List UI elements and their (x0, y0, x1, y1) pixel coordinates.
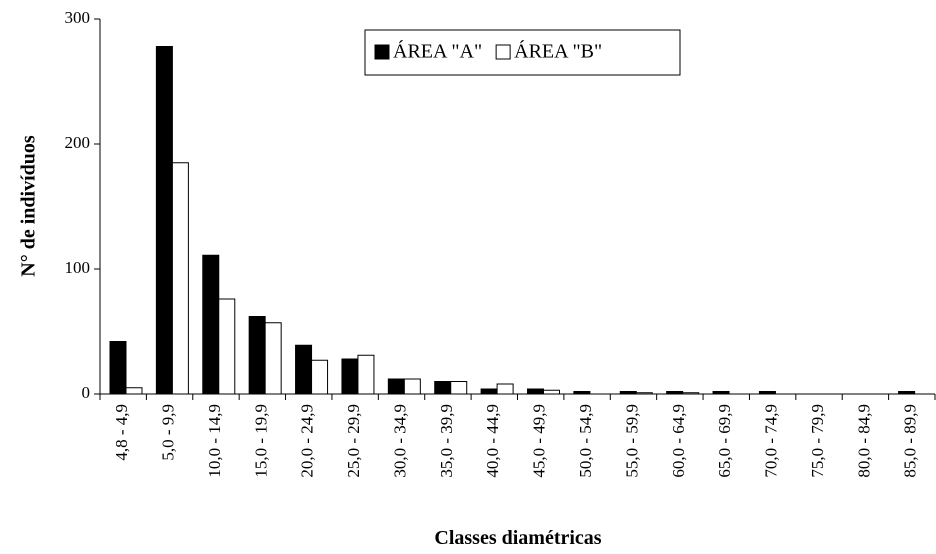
x-tick-label: 20,0 - 24,9 (298, 404, 317, 478)
bar (450, 381, 468, 395)
bar (480, 388, 498, 395)
x-tick-label: 15,0 - 19,9 (251, 404, 270, 478)
bar (248, 316, 266, 395)
bar (387, 378, 405, 395)
x-tick-label: 65,0 - 69,9 (715, 404, 734, 478)
y-tick-label: 100 (65, 258, 91, 277)
bar (341, 358, 359, 395)
x-tick-label: 85,0 - 89,9 (901, 404, 920, 478)
legend-label: ÁREA "A" (393, 40, 482, 63)
y-tick-label: 200 (65, 133, 91, 152)
legend-box (364, 29, 681, 76)
x-tick-label: 45,0 - 49,9 (530, 404, 549, 478)
bar (109, 341, 127, 395)
legend-label: ÁREA "B" (514, 40, 602, 63)
x-tick-label: 55,0 - 59,9 (622, 404, 641, 478)
bar (311, 359, 329, 395)
bar (357, 354, 375, 395)
bar (171, 162, 189, 395)
x-tick-label: 75,0 - 79,9 (808, 404, 827, 478)
x-tick-label: 30,0 - 34,9 (390, 404, 409, 478)
bar (155, 46, 173, 395)
bar (527, 388, 544, 395)
y-tick-label: 300 (65, 8, 91, 27)
x-tick-label: 35,0 - 39,9 (437, 404, 456, 478)
bar (218, 298, 236, 395)
x-tick-label: 10,0 - 14,9 (205, 404, 224, 478)
bar (543, 389, 560, 395)
bar (202, 254, 220, 395)
bar (434, 381, 452, 395)
x-tick-label: 25,0 - 29,9 (344, 404, 363, 478)
y-tick-label: 0 (82, 383, 91, 402)
x-tick-label: 4,8 - 4,9 (112, 404, 131, 461)
bar (264, 322, 282, 395)
legend-swatch (495, 44, 511, 60)
x-tick-label: 40,0 - 44,9 (483, 404, 502, 478)
bar (125, 387, 143, 395)
legend-swatch (374, 44, 390, 60)
x-tick-label: 5,0 - 9,9 (158, 404, 177, 461)
x-tick-label: 80,0 - 84,9 (854, 404, 873, 478)
x-tick-label: 60,0 - 64,9 (669, 404, 688, 478)
y-axis-title: N° de indivíduos (18, 135, 40, 277)
bar (496, 383, 514, 395)
bar (403, 378, 421, 395)
bar (295, 344, 313, 395)
x-tick-label: 70,0 - 74,9 (762, 404, 781, 478)
x-tick-label: 50,0 - 54,9 (576, 404, 595, 478)
x-axis-title: Classes diamétricas (434, 527, 601, 549)
